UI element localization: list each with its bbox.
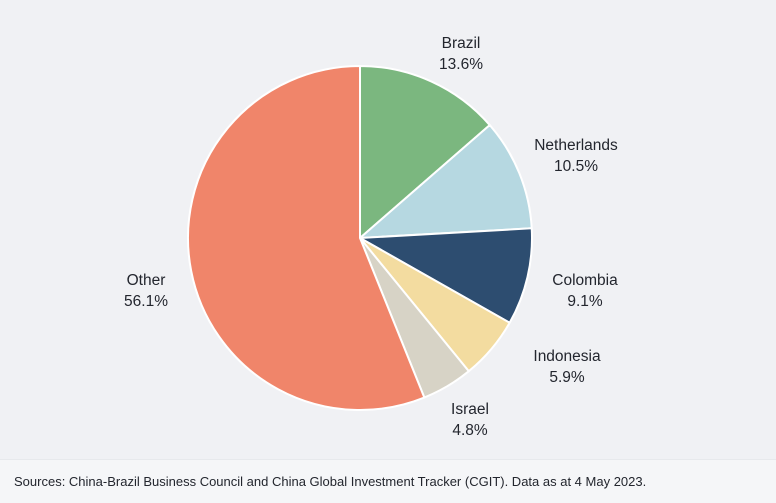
slice-percent: 13.6% bbox=[439, 56, 483, 73]
source-text: Sources: China-Brazil Business Council a… bbox=[14, 474, 647, 489]
slice-name: Netherlands bbox=[534, 137, 618, 154]
slice-name: Colombia bbox=[552, 272, 618, 289]
slice-label-other: Other 56.1% bbox=[124, 270, 168, 312]
slice-percent: 5.9% bbox=[549, 369, 585, 386]
slice-percent: 56.1% bbox=[124, 293, 168, 310]
slice-name: Indonesia bbox=[533, 348, 601, 365]
pie-slice-colombia bbox=[359, 227, 533, 324]
slice-label-indonesia: Indonesia 5.9% bbox=[533, 346, 600, 388]
slice-percent: 9.1% bbox=[567, 293, 603, 310]
slice-name: Israel bbox=[451, 401, 489, 418]
slice-percent: 4.8% bbox=[452, 422, 488, 439]
pie-slice-brazil bbox=[359, 65, 491, 239]
slice-label-israel: Israel 4.8% bbox=[451, 399, 489, 441]
slice-name: Other bbox=[126, 272, 166, 289]
slice-label-netherlands: Netherlands 10.5% bbox=[534, 135, 618, 177]
slice-label-colombia: Colombia 9.1% bbox=[552, 270, 617, 312]
slice-label-brazil: Brazil 13.6% bbox=[439, 33, 483, 75]
slice-percent: 10.5% bbox=[554, 158, 598, 175]
pie-slice-other bbox=[186, 65, 426, 411]
source-footer: Sources: China-Brazil Business Council a… bbox=[0, 459, 776, 503]
pie-slices bbox=[186, 65, 533, 411]
slice-name: Brazil bbox=[441, 35, 481, 52]
pie-slice-netherlands bbox=[359, 124, 533, 239]
